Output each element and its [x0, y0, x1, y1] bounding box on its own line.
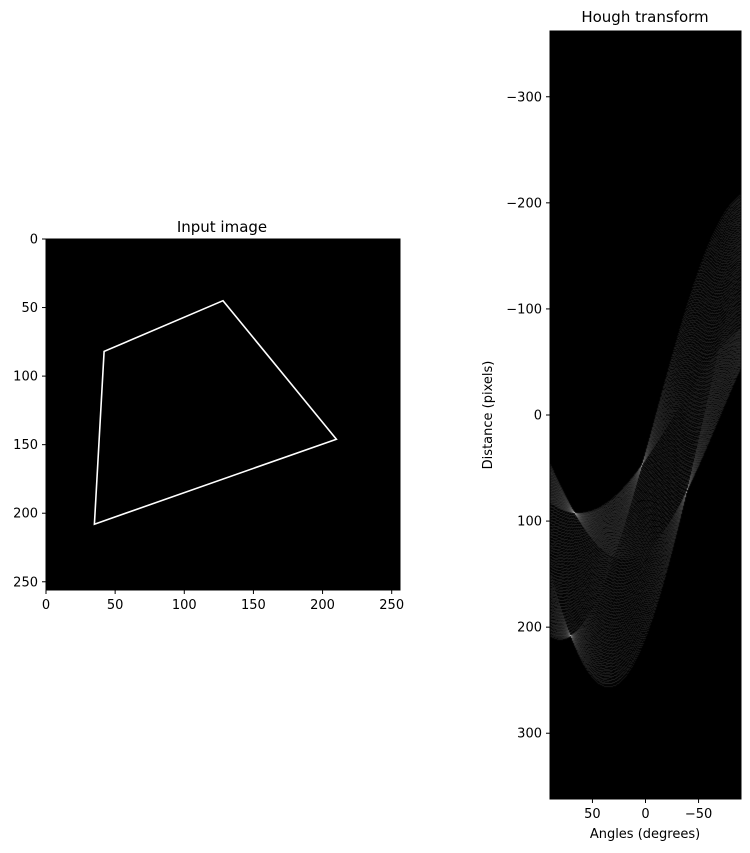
x-tick-label: 200: [310, 598, 335, 613]
input-image-axes: Input image 0 50 100 150 200 250 0 50 100 150 200…: [13, 218, 404, 613]
y-tick-label: −100: [506, 302, 542, 317]
y-tick-label: 200: [13, 507, 38, 522]
x-tick-label: 0: [641, 807, 649, 822]
input-image-x-ticks: 0 50 100 150 200 250: [42, 590, 404, 613]
input-image-y-ticks: 0 50 100 150 200 250: [13, 233, 46, 590]
y-tick-label: −200: [506, 196, 542, 211]
hough-x-axis-label: Angles (degrees): [590, 827, 700, 842]
hough-y-ticks: −300 −200 −100 0 100 200 300: [506, 90, 550, 742]
input-image-canvas: [46, 239, 400, 590]
hough-transform-title: Hough transform: [581, 8, 708, 26]
y-tick-label: 0: [534, 409, 542, 424]
y-tick-label: 150: [13, 438, 38, 453]
x-tick-label: −50: [685, 807, 712, 822]
quadrilateral-edge: [93, 299, 338, 526]
hough-transform-axes: Hough transform 50 0 −50 −300 −200 −100 0 100 2…: [481, 8, 742, 842]
y-tick-label: 0: [30, 233, 38, 248]
hough-x-ticks: 50 0 −50: [584, 799, 712, 822]
input-image-title: Input image: [177, 218, 267, 236]
y-tick-label: 300: [517, 727, 542, 742]
hough-y-axis-label: Distance (pixels): [481, 361, 496, 470]
x-tick-label: 150: [241, 598, 266, 613]
x-tick-label: 100: [172, 598, 197, 613]
y-tick-label: −300: [506, 90, 542, 105]
input-image-edges: [93, 299, 338, 526]
y-tick-label: 50: [21, 301, 38, 316]
y-tick-label: 100: [517, 515, 542, 530]
hough-accumulator: [550, 31, 741, 799]
x-tick-label: 0: [42, 598, 50, 613]
y-tick-label: 100: [13, 370, 38, 385]
input-image-frame: [45, 238, 401, 591]
y-tick-label: 250: [13, 575, 38, 590]
x-tick-label: 50: [584, 807, 601, 822]
x-tick-label: 250: [379, 598, 404, 613]
y-tick-label: 200: [517, 621, 542, 636]
x-tick-label: 50: [107, 598, 124, 613]
